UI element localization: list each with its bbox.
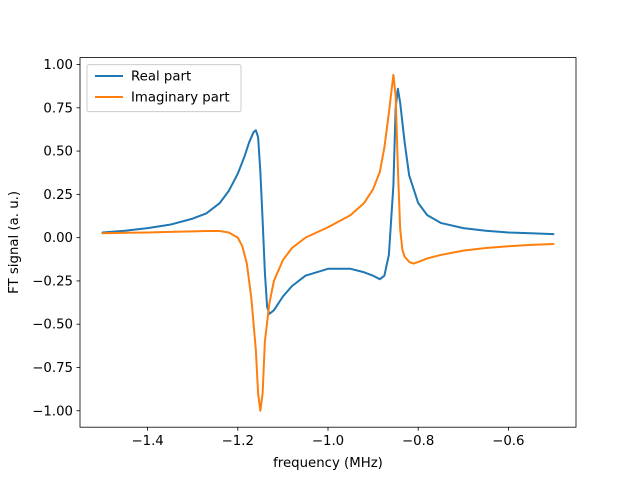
x-tick-label: −0.6 bbox=[492, 434, 524, 449]
legend-label-imaginary: Imaginary part bbox=[131, 91, 230, 106]
x-tick-label: −0.8 bbox=[402, 434, 434, 449]
plot-area bbox=[101, 73, 555, 412]
y-tick-label: −1.00 bbox=[32, 404, 73, 419]
y-tick-label: −0.75 bbox=[32, 361, 73, 376]
x-axis: −1.4 −1.2 −1.0 −0.8 −0.6 bbox=[131, 427, 525, 449]
x-axis-label: frequency (MHz) bbox=[273, 456, 383, 471]
y-axis: 1.00 0.75 0.50 0.25 0.00 −0.25 −0.50 −0.75 −1.00 bbox=[32, 58, 80, 419]
y-tick-label: −0.25 bbox=[32, 274, 73, 289]
y-tick-label: 0.50 bbox=[43, 145, 73, 160]
x-tick-label: −1.4 bbox=[131, 434, 163, 449]
x-tick-label: −1.2 bbox=[222, 434, 254, 449]
series-line-imaginary bbox=[101, 73, 555, 412]
legend-label-real: Real part bbox=[131, 70, 191, 85]
y-tick-label: 0.25 bbox=[43, 188, 73, 203]
y-tick-label: −0.50 bbox=[32, 318, 73, 333]
x-tick-label: −1.0 bbox=[312, 434, 344, 449]
y-tick-label: 0.00 bbox=[43, 231, 73, 246]
series-line-real bbox=[101, 87, 555, 315]
y-tick-label: 0.75 bbox=[43, 101, 73, 116]
legend: Real part Imaginary part bbox=[86, 64, 242, 113]
legend-box bbox=[86, 64, 242, 113]
y-axis-label: FT signal (a. u.) bbox=[7, 191, 22, 294]
y-tick-label: 1.00 bbox=[43, 58, 73, 73]
